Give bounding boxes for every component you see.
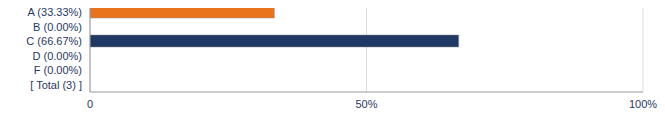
svg-text:100%: 100% xyxy=(629,98,657,110)
svg-text:50%: 50% xyxy=(355,98,377,110)
svg-text:F (0.00%): F (0.00%) xyxy=(34,64,82,76)
svg-text:D (0.00%): D (0.00%) xyxy=(32,50,82,62)
svg-text:C (66.67%): C (66.67%) xyxy=(26,35,82,47)
svg-text:[ Total (3) ]: [ Total (3) ] xyxy=(30,79,82,91)
svg-text:A (33.33%): A (33.33%) xyxy=(28,8,82,18)
svg-text:B (0.00%): B (0.00%) xyxy=(33,21,82,33)
svg-text:0: 0 xyxy=(87,98,93,110)
